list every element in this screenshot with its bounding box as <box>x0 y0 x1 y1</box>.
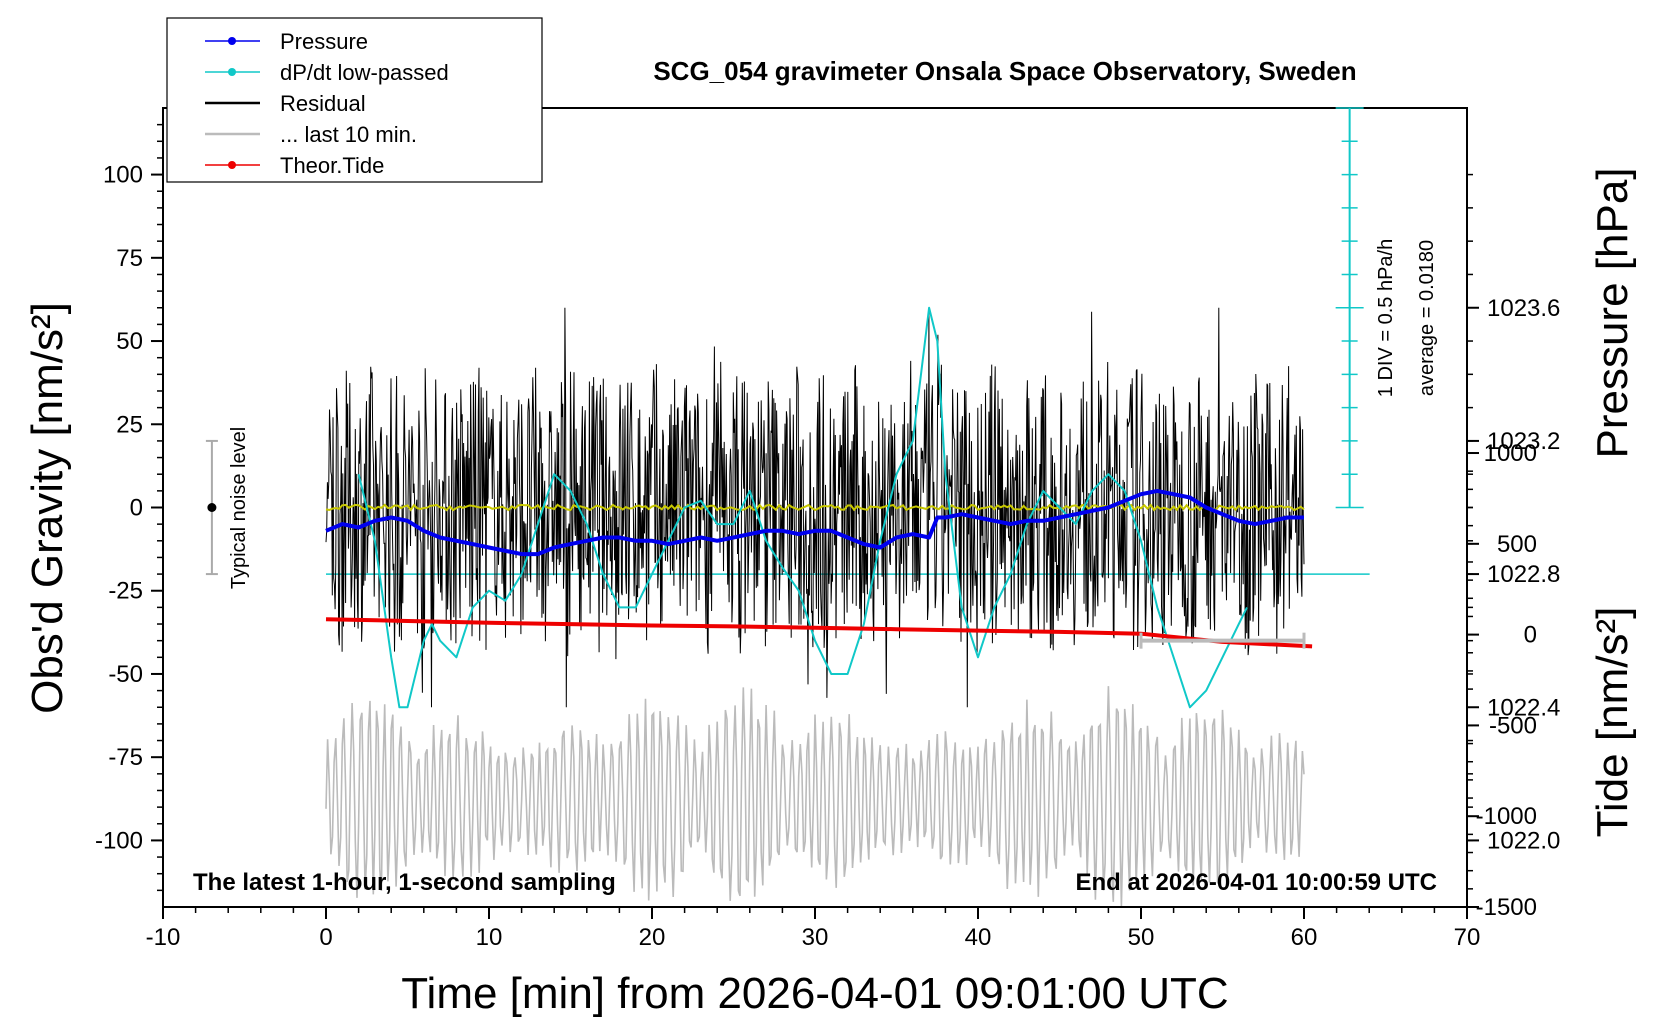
average-label: average = 0.0180 <box>1416 240 1438 396</box>
legend-label: dP/dt low-passed <box>280 60 449 85</box>
x-tick-label: 30 <box>802 924 829 951</box>
legend: Pressure dP/dt low-passed Residual ... last… <box>166 17 543 183</box>
gravity-tick-label: 0 <box>130 495 143 522</box>
pressure-tick-label: 1022.0 <box>1487 827 1560 854</box>
tide-tick-label: -1000 <box>1476 803 1537 830</box>
pressure-tick-label: 1023.2 <box>1487 428 1560 455</box>
legend-marker <box>228 161 236 169</box>
x-tick-label: 0 <box>319 924 332 951</box>
legend-box <box>166 17 543 183</box>
legend-marker <box>228 37 236 45</box>
legend-marker <box>228 68 236 76</box>
legend-label: Pressure <box>280 29 368 54</box>
y-axis-label-gravity: Obs'd Gravity [nm/s²] <box>23 302 72 714</box>
series-pressure-line <box>325 488 1304 557</box>
pressure-tick-label: 1023.6 <box>1487 295 1560 322</box>
x-tick-label: -10 <box>146 924 181 951</box>
y-axis-label-tide: Tide [nm/s²] <box>1588 607 1637 838</box>
series-dp-dt-low-passed-line <box>357 306 1248 709</box>
x-tick-label: 60 <box>1291 924 1318 951</box>
annotation-latest-hour: The latest 1-hour, 1-second sampling <box>193 869 616 896</box>
gravity-tick-label: 100 <box>103 162 143 189</box>
legend-label: Residual <box>280 91 366 116</box>
gravity-tick-label: 25 <box>116 411 143 438</box>
gravity-tick-label: -100 <box>95 827 143 854</box>
chart-title: SCG_054 gravimeter Onsala Space Observat… <box>653 56 1356 86</box>
gravity-tick-label: 75 <box>116 245 143 272</box>
tide-tick-label: 0 <box>1524 622 1537 649</box>
annotation-end-time: End at 2026-04-01 10:00:59 UTC <box>1076 869 1438 896</box>
pressure-tick-label: 1022.8 <box>1487 561 1560 588</box>
x-tick-label: 10 <box>476 924 503 951</box>
noise-level-dot <box>207 503 217 512</box>
x-tick-label: 70 <box>1454 924 1481 951</box>
gravity-tick-label: -75 <box>108 744 143 771</box>
tide-tick-label: 1000 <box>1484 440 1537 467</box>
noise-level-label: Typical noise level <box>228 427 250 589</box>
pressure-tick-label: 1022.4 <box>1487 694 1560 721</box>
x-tick-label: 50 <box>1128 924 1155 951</box>
series-residual-line <box>325 307 1305 708</box>
y-axis-label-pressure: Pressure [hPa] <box>1588 167 1637 458</box>
x-axis-label: Time [min] from 2026-04-01 09:01:00 UTC <box>401 969 1228 1018</box>
series-last-10-min-line <box>325 686 1305 907</box>
legend-label: ... last 10 min. <box>280 122 417 147</box>
legend-label: Theor.Tide <box>280 153 384 178</box>
gravity-tick-label: 50 <box>116 328 143 355</box>
gravity-tick-label: -25 <box>108 578 143 605</box>
x-tick-label: 40 <box>965 924 992 951</box>
residual-smoothed-line <box>325 503 1305 512</box>
tide-tick-label: -500 <box>1489 712 1537 739</box>
tide-tick-label: -1500 <box>1476 894 1537 921</box>
x-tick-label: 20 <box>639 924 666 951</box>
div-scale-label: 1 DIV = 0.5 hPa/h <box>1375 239 1397 397</box>
tide-tick-label: 500 <box>1497 531 1537 558</box>
gravity-tick-label: -50 <box>108 661 143 688</box>
